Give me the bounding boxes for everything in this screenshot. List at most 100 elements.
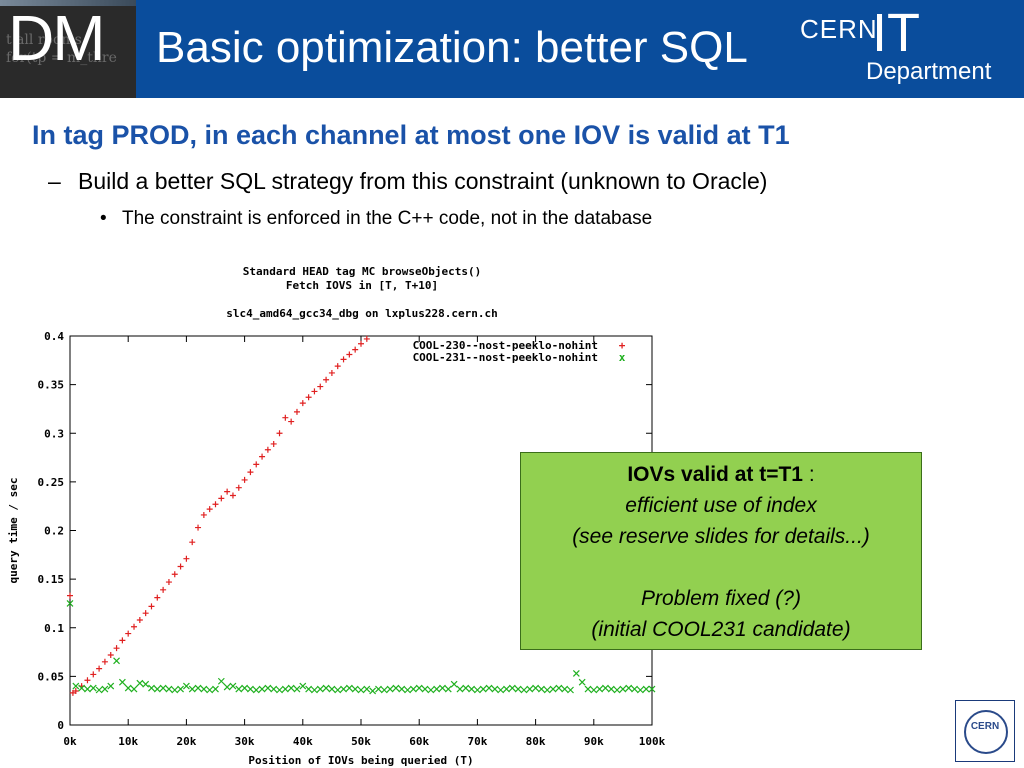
data-point-cool230 [259,453,266,460]
data-point-cool231 [409,685,417,693]
x-tick-label: 80k [526,735,546,748]
legend-label: COOL-231--nost-peeklo-nohint [413,351,598,364]
data-point-cool231 [293,685,301,693]
data-point-cool231 [613,686,621,694]
dm-logo: for(tp = m_thre t all rooms DM [0,0,136,98]
data-point-cool230 [200,511,207,518]
data-point-cool231 [95,686,103,694]
data-point-cool230 [113,645,120,652]
data-point-cool231 [177,685,185,693]
data-point-cool231 [182,682,190,690]
data-point-cool231 [526,685,534,693]
data-point-cool231 [596,685,604,693]
cern-it-logo: CERN IT Department [790,0,1024,98]
data-point-cool230 [270,440,277,447]
data-point-cool231 [124,684,132,692]
x-tick-label: 40k [293,735,313,748]
data-point-cool231 [165,685,173,693]
data-point-cool231 [84,685,91,693]
data-point-cool230 [171,571,178,578]
data-point-cool230 [101,658,108,665]
bullet-level2: – Build a better SQL strategy from this c… [48,168,767,195]
data-point-cool231 [607,685,615,693]
data-point-cool231 [537,685,545,693]
data-point-cool230 [334,363,341,370]
x-tick-label: 10k [118,735,138,748]
data-point-cool231 [113,657,120,665]
data-point-cool230 [311,388,318,395]
data-point-cool231 [276,686,283,694]
data-point-cool230 [189,539,196,546]
data-point-cool230 [165,579,172,586]
x-axis-label: Position of IOVs being queried (T) [248,754,473,767]
data-point-cool231 [392,684,400,692]
callout-heading-colon: : [802,463,815,486]
data-point-cool231 [334,686,342,694]
data-point-cool231 [142,680,150,688]
data-point-cool231 [584,685,592,693]
y-tick-label: 0.2 [44,525,64,538]
data-point-cool231 [648,685,656,693]
data-point-cool231 [404,686,411,694]
it-logo-text: IT [872,3,920,63]
data-point-cool230 [264,446,271,453]
data-point-cool231 [351,685,359,693]
y-tick-label: 0.35 [38,379,65,392]
data-point-cool230 [72,687,79,694]
data-point-cool231 [456,685,464,693]
data-point-cool231 [572,670,580,677]
data-point-cool231 [229,682,237,690]
data-point-cool231 [281,685,289,693]
data-point-cool231 [217,677,225,685]
data-point-cool231 [200,685,208,693]
data-point-cool231 [555,684,563,692]
data-point-cool231 [631,685,638,693]
data-point-cool231 [241,684,249,692]
legend-marker: x [619,351,626,364]
page-title: Basic optimization: better SQL [156,23,748,72]
logo-stripe [0,0,136,6]
x-tick-label: 20k [176,735,196,748]
bullet-level3: • The constraint is enforced in the C++ c… [100,208,652,230]
chart-title-line: Fetch IOVS in [T, T+10] [286,279,438,292]
data-point-cool231 [375,685,382,693]
data-point-cool231 [287,684,295,692]
data-point-cool231 [148,684,155,692]
data-point-cool231 [72,682,80,690]
data-point-cool230 [142,610,149,617]
data-point-cool231 [188,685,196,693]
data-point-cool230 [352,346,359,353]
data-point-cool231 [246,685,254,693]
data-point-cool230 [154,594,161,601]
callout-line2: efficient use of index [625,494,817,517]
callout-box: IOVs valid at t=T1 : efficient use of in… [520,452,922,650]
data-point-cool231 [66,600,74,607]
data-point-cool230 [160,586,167,593]
data-point-cool231 [212,685,219,693]
x-tick-label: 100k [639,735,666,748]
data-point-cool230 [276,430,283,437]
data-point-cool230 [206,506,213,513]
data-point-cool230 [224,488,231,495]
data-point-cool231 [514,685,522,693]
x-tick-label: 30k [235,735,255,748]
data-point-cool231 [503,685,510,693]
data-point-cool230 [90,671,97,678]
y-tick-label: 0.1 [44,622,64,635]
data-point-cool231 [444,685,452,693]
data-point-cool231 [433,685,441,693]
data-point-cool231 [636,686,644,694]
bullet-level1: In tag PROD, in each channel at most one… [32,120,790,150]
data-point-cool231 [363,685,371,693]
y-tick-label: 0.15 [38,573,65,586]
data-point-cool231 [118,678,126,686]
data-point-cool231 [328,685,336,693]
data-point-cool230 [183,555,190,562]
x-tick-label: 90k [584,735,604,748]
y-axis-label: query time / sec [7,478,20,584]
data-point-cool230 [229,492,236,499]
callout-line3: (see reserve slides for details...) [572,525,870,548]
data-point-cool230 [340,356,347,363]
data-point-cool230 [358,340,364,347]
data-point-cool230 [195,524,202,531]
